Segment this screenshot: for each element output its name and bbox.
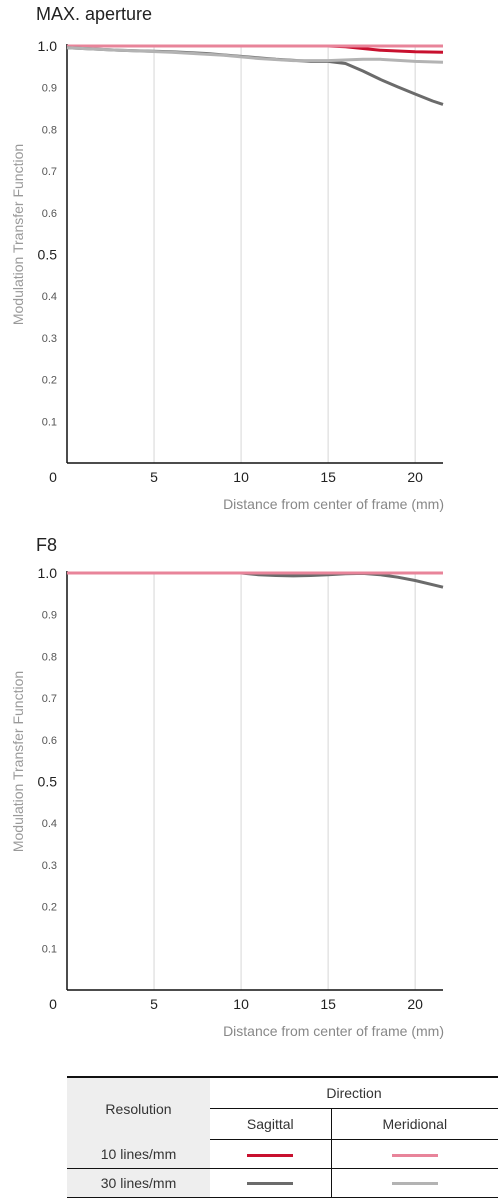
y-tick-label: 0.2 [42,375,57,387]
chart-title: MAX. aperture [36,4,153,24]
y-tick-label: 0.8 [42,124,57,136]
y-tick-label: 0.9 [42,610,57,622]
y-tick-label: 0.7 [42,693,57,705]
legend-row-label: 10 lines/mm [67,1139,210,1169]
x-tick-label: 10 [233,469,249,485]
y-tick-label: 0.4 [42,818,57,830]
legend-cell-sagittal [210,1139,332,1169]
y-tick-label: 1.0 [38,38,58,54]
y-tick-label: 0.4 [42,291,57,303]
y-tick-label: 1.0 [38,565,58,581]
legend-swatch-10-meridional [391,1153,438,1157]
legend-swatch-30-meridional [391,1182,438,1186]
x-tick-label: 15 [320,469,336,485]
legend-swatch-10-sagittal [247,1153,294,1157]
series-line-30s [66,46,444,106]
legend-cell-meridional [331,1168,498,1198]
y-axis-label: Modulation Transfer Function [10,671,26,852]
x-axis-label: Distance from center of frame (mm) [223,496,444,512]
mtf-chart-f8: 1.0 0.9 0.8 0.7 0.6 0.5 0.4 0.3 0.2 0.1 0 5 10 15 20 Di… [10,565,444,1039]
y-tick-label: 0.5 [38,247,58,263]
x-tick-label: 10 [233,996,249,1012]
x-tick-label: 0 [49,469,57,485]
y-tick-label: 0.2 [42,902,57,914]
y-tick-label: 0.9 [42,83,57,95]
x-tick-label: 5 [150,996,158,1012]
legend-row: 30 lines/mm [67,1168,498,1198]
x-tick-label: 20 [407,469,423,485]
y-tick-label: 0.3 [42,860,57,872]
y-tick-label: 0.7 [42,166,57,178]
legend-cell-sagittal [210,1168,332,1198]
legend-resolution-header: Resolution [67,1076,210,1140]
legend-row: 10 lines/mm [67,1139,498,1169]
legend-cell-meridional [331,1139,498,1169]
y-axis-label: Modulation Transfer Function [10,144,26,325]
mtf-chart-max-aperture: 1.0 0.9 0.8 0.7 0.6 0.5 0.4 0.3 0.2 0.1 0 5 10 15 20 Di… [10,38,444,512]
y-tick-label: 0.3 [42,333,57,345]
y-tick-label: 0.8 [42,651,57,663]
y-tick-label: 0.1 [42,416,57,428]
x-tick-label: 20 [407,996,423,1012]
x-tick-label: 0 [49,996,57,1012]
x-axis-label: Distance from center of frame (mm) [223,1023,444,1039]
chart-title: F8 [36,535,58,555]
series-line-30m [66,46,444,64]
series-line-30s [67,571,444,589]
legend-row-label: 30 lines/mm [67,1168,210,1198]
legend-swatch-30-sagittal [247,1182,294,1186]
x-tick-label: 5 [150,469,158,485]
x-tick-label: 15 [320,996,336,1012]
y-tick-label: 0.6 [42,735,57,747]
y-tick-label: 0.5 [38,774,58,790]
legend-meridional-header: Meridional [331,1108,498,1140]
y-tick-label: 0.1 [42,943,57,955]
legend-sagittal-header: Sagittal [210,1108,332,1140]
legend-table: Resolution Direction Sagittal Meridional… [67,1076,498,1198]
legend-direction-header: Direction [210,1076,498,1109]
y-tick-label: 0.6 [42,208,57,220]
